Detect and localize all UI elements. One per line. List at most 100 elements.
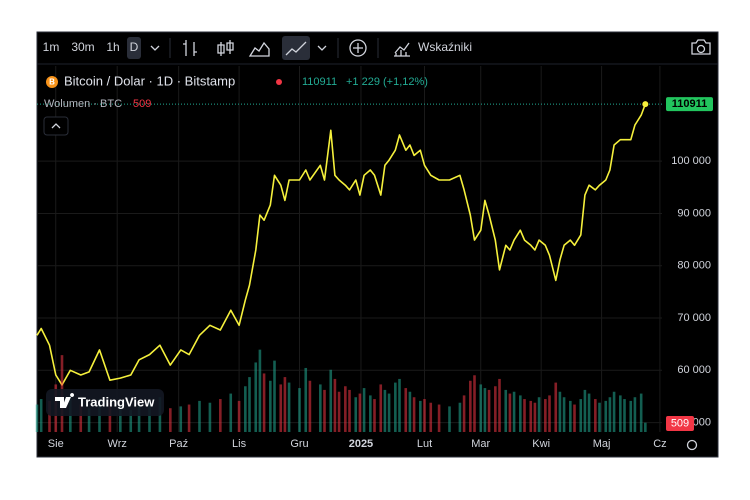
volume-bar (354, 397, 358, 432)
x-tick-label: Cz (653, 438, 666, 450)
volume-bar (179, 406, 183, 432)
interval[interactable]: 30m (71, 40, 94, 54)
volume-bar (387, 393, 391, 432)
candles-icon[interactable] (217, 40, 234, 56)
volume-bar (319, 384, 322, 432)
volume-bar (458, 402, 462, 432)
volume-bar (237, 400, 241, 432)
x-tick-label: Sie (48, 438, 64, 450)
volume-bar (579, 399, 583, 432)
compare-icon[interactable] (349, 39, 367, 57)
settings-icon[interactable] (686, 439, 698, 451)
volume-bar (512, 391, 516, 432)
symbol-icon (46, 76, 58, 88)
volume-bar (437, 404, 441, 432)
price-line (36, 103, 647, 386)
volume-bar (308, 380, 312, 432)
volume-bar (462, 395, 466, 432)
volume-badge (666, 416, 694, 431)
volume-bar (408, 391, 412, 432)
camera-icon[interactable] (691, 39, 711, 55)
volume-bar (537, 397, 541, 432)
indicators[interactable]: Wskaźniki (418, 40, 472, 54)
volume-bar (337, 391, 341, 432)
bars-icon[interactable] (183, 40, 197, 56)
volume-bar (383, 389, 387, 432)
volume-bar (208, 402, 212, 432)
volume-bar (333, 378, 337, 432)
legend-change: +1 229 (+1,12%) (346, 76, 428, 88)
volume-bar (633, 397, 637, 432)
volume-bar (304, 367, 308, 432)
volume-bar (362, 388, 366, 432)
volume-bar (329, 369, 333, 432)
legend-series: Bitcoin / Dolar · 1D · Bitstamp (64, 73, 235, 88)
style-menu[interactable] (317, 45, 327, 51)
volume-bar (219, 399, 222, 432)
x-tick-label: 2025 (349, 438, 373, 450)
x-tick-label: Lut (417, 438, 432, 450)
widget (36, 31, 719, 458)
volume-bar (258, 349, 262, 432)
volume-bar (639, 393, 643, 432)
y-tick-label: 80 000 (677, 260, 711, 272)
volume-bar (573, 404, 576, 432)
volume-bar (283, 377, 287, 432)
volume-bar (483, 388, 487, 432)
volume-bar (587, 393, 591, 432)
watermark-box (46, 389, 164, 416)
legend-volume: Wolumen · BTC (44, 98, 122, 110)
collapse-button[interactable] (43, 116, 69, 136)
interval-selected (127, 37, 141, 59)
volume-bar (569, 400, 572, 432)
volume-bar (287, 382, 291, 432)
volume-bar (108, 402, 112, 432)
indicators-icon[interactable] (394, 42, 410, 57)
volume-bar (398, 378, 401, 432)
x-tick-label: Mar (471, 438, 490, 450)
volume-bar (583, 389, 587, 432)
volume-bar (273, 360, 276, 432)
x-tick-label: Lis (232, 438, 247, 450)
x-tick-label: Kwi (532, 438, 550, 450)
volume-bar (254, 362, 258, 432)
volume-bar (644, 422, 647, 432)
volume-bar (298, 388, 301, 432)
price-badge (666, 97, 713, 112)
volume-bar (373, 399, 376, 432)
volume-bar (598, 402, 601, 432)
watermark: TradingView (78, 394, 155, 409)
volume-bar (198, 400, 201, 432)
volume-bar (39, 399, 43, 432)
volume-bar (498, 378, 501, 432)
interval[interactable]: 1m (43, 40, 60, 54)
x-tick-label: Paź (169, 438, 188, 450)
volume-bar (248, 377, 251, 432)
volume-bar (508, 393, 512, 432)
volume-bar (229, 393, 233, 432)
legend-volume-value: 509 (133, 98, 151, 110)
line-selected (282, 36, 310, 60)
volume-bar (469, 380, 472, 432)
volume-bar (608, 397, 612, 432)
area-icon[interactable] (248, 41, 270, 57)
interval-menu[interactable] (150, 45, 160, 51)
plot (35, 101, 662, 432)
interval[interactable]: 1h (106, 40, 119, 54)
volume-bar (519, 395, 522, 432)
volume-badge-label: 509 (671, 417, 689, 429)
volume-bar (404, 388, 408, 432)
interval[interactable]: D (130, 40, 139, 54)
volume-bar (423, 399, 426, 432)
volume-bar (494, 386, 497, 432)
volume-bar (479, 384, 483, 432)
collapse-icon (51, 123, 61, 129)
volume-bar (87, 408, 91, 432)
volume-bar (429, 402, 433, 432)
line-icon[interactable] (285, 41, 307, 56)
volume-bar (594, 399, 597, 432)
x-tick-label: Maj (593, 438, 611, 450)
